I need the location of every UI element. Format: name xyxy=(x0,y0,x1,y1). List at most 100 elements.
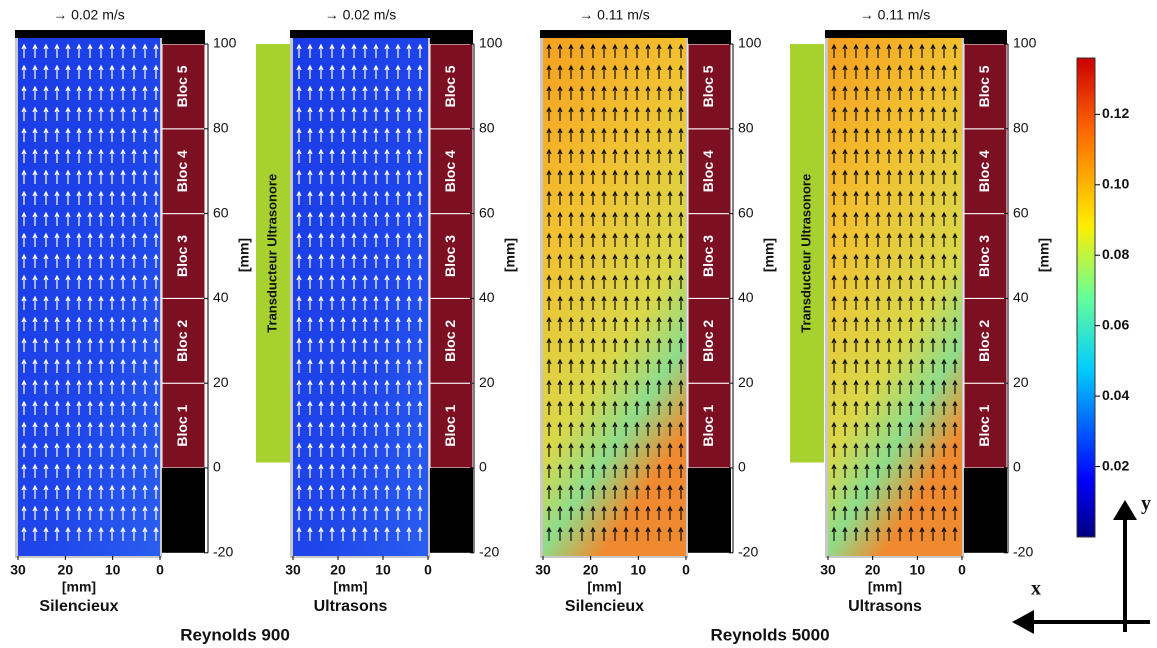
velocity-arrow xyxy=(131,421,137,436)
velocity-arrow xyxy=(307,316,313,331)
velocity-arrow xyxy=(43,484,49,499)
velocity-arrow xyxy=(568,43,574,58)
velocity-arrow xyxy=(645,127,651,142)
velocity-arrow xyxy=(557,43,563,58)
velocity-arrow xyxy=(842,148,848,163)
velocity-arrow xyxy=(296,463,302,478)
velocity-arrow xyxy=(941,463,947,478)
velocity-arrow xyxy=(557,379,563,394)
velocity-arrow xyxy=(54,169,60,184)
velocity-arrow xyxy=(153,190,159,205)
velocity-arrow xyxy=(656,43,662,58)
velocity-arrow xyxy=(142,85,148,100)
velocity-arrow xyxy=(340,379,346,394)
velocity-arrow xyxy=(919,127,925,142)
velocity-arrow xyxy=(557,253,563,268)
velocity-arrow xyxy=(842,211,848,226)
velocity-arrow xyxy=(120,106,126,121)
velocity-arrow xyxy=(645,484,651,499)
velocity-arrow xyxy=(831,379,837,394)
velocity-arrow xyxy=(908,400,914,415)
velocity-arrow xyxy=(87,148,93,163)
velocity-arrow xyxy=(842,421,848,436)
velocity-arrow xyxy=(395,295,401,310)
velocity-arrow xyxy=(395,43,401,58)
velocity-arrow xyxy=(568,337,574,352)
velocity-arrow xyxy=(417,421,423,436)
velocity-arrow xyxy=(546,463,552,478)
x-tick-label: 30 xyxy=(820,562,836,578)
velocity-arrow xyxy=(930,274,936,289)
velocity-arrow xyxy=(340,106,346,121)
velocity-arrow xyxy=(864,358,870,373)
velocity-arrow xyxy=(568,64,574,79)
velocity-arrow xyxy=(54,295,60,310)
velocity-arrow xyxy=(329,253,335,268)
velocity-arrow xyxy=(842,43,848,58)
velocity-arrow xyxy=(557,190,563,205)
velocity-arrow xyxy=(612,337,618,352)
velocity-arrow xyxy=(373,211,379,226)
velocity-arrow xyxy=(87,337,93,352)
velocity-arrow xyxy=(623,274,629,289)
velocity-arrow xyxy=(853,463,859,478)
velocity-arrow xyxy=(853,211,859,226)
velocity-arrow xyxy=(875,274,881,289)
velocity-arrow xyxy=(32,211,38,226)
velocity-arrow xyxy=(842,526,848,541)
velocity-arrow xyxy=(579,421,585,436)
velocity-arrow xyxy=(318,274,324,289)
velocity-arrow xyxy=(54,463,60,478)
velocity-arrow xyxy=(32,526,38,541)
velocity-arrow xyxy=(87,43,93,58)
velocity-arrow xyxy=(307,295,313,310)
velocity-arrow xyxy=(952,526,958,541)
x-tick-label: 0 xyxy=(424,562,432,578)
velocity-arrow xyxy=(678,505,684,520)
velocity-arrow xyxy=(601,442,607,457)
velocity-arrow xyxy=(417,190,423,205)
velocity-arrow xyxy=(842,400,848,415)
velocity-arrow xyxy=(601,253,607,268)
velocity-arrow xyxy=(384,190,390,205)
velocity-arrow xyxy=(853,169,859,184)
velocity-arrow xyxy=(54,358,60,373)
velocity-arrow xyxy=(340,190,346,205)
velocity-arrow xyxy=(601,274,607,289)
velocity-arrow xyxy=(853,64,859,79)
velocity-arrow xyxy=(557,400,563,415)
velocity-arrow xyxy=(362,274,368,289)
velocity-arrow xyxy=(153,43,159,58)
velocity-arrow xyxy=(546,379,552,394)
bloc-label: Bloc 3 xyxy=(976,235,992,277)
velocity-arrow xyxy=(351,526,357,541)
velocity-arrow xyxy=(831,484,837,499)
velocity-arrow xyxy=(634,85,640,100)
velocity-arrow xyxy=(109,106,115,121)
velocity-arrow xyxy=(831,211,837,226)
velocity-arrow xyxy=(32,64,38,79)
y-tick-label: -20 xyxy=(213,544,233,560)
velocity-arrow xyxy=(634,358,640,373)
velocity-arrow xyxy=(153,148,159,163)
velocity-arrow xyxy=(612,316,618,331)
velocity-arrow xyxy=(351,274,357,289)
velocity-arrow xyxy=(54,337,60,352)
velocity-arrow xyxy=(897,232,903,247)
velocity-arrow xyxy=(76,127,82,142)
velocity-arrow xyxy=(623,316,629,331)
velocity-arrow xyxy=(296,295,302,310)
velocity-arrow xyxy=(65,442,71,457)
velocity-arrow xyxy=(384,337,390,352)
velocity-arrow xyxy=(897,421,903,436)
velocity-arrow xyxy=(645,274,651,289)
velocity-arrow xyxy=(886,106,892,121)
velocity-arrow xyxy=(120,316,126,331)
velocity-arrow xyxy=(153,484,159,499)
velocity-arrow xyxy=(65,190,71,205)
velocity-arrow xyxy=(908,421,914,436)
velocity-arrow xyxy=(142,463,148,478)
velocity-arrow xyxy=(897,106,903,121)
velocity-arrow xyxy=(21,442,27,457)
velocity-arrow xyxy=(875,43,881,58)
